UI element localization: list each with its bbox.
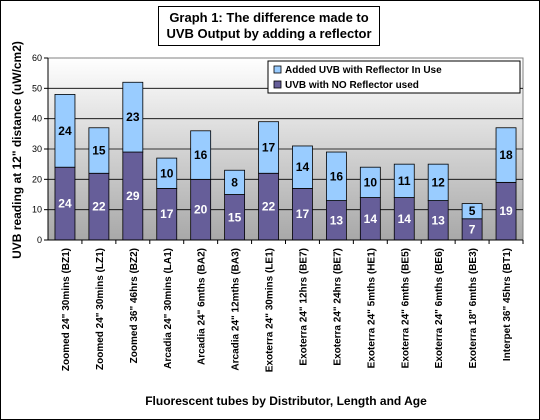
x-tick-label: Arcadia 24" 30mins (LA1) bbox=[163, 248, 174, 369]
bar-segment-added bbox=[190, 130, 212, 180]
data-label-no-reflector: 17 bbox=[296, 207, 310, 221]
bar-segment-added bbox=[224, 169, 246, 195]
bar-segment-added bbox=[122, 81, 144, 153]
bar-segment-added bbox=[359, 166, 381, 198]
bar-segment-added bbox=[427, 163, 449, 201]
data-label-no-reflector: 14 bbox=[398, 212, 412, 226]
data-label-added: 23 bbox=[126, 110, 140, 124]
data-label-no-reflector: 7 bbox=[469, 222, 476, 236]
data-label-added: 14 bbox=[296, 160, 310, 174]
x-tick-label: Exoterra 24" 24hrs (BE7) bbox=[332, 248, 343, 366]
x-tick-label: Exoterra 24" 6mths (BE5) bbox=[400, 248, 411, 368]
data-label-added: 11 bbox=[398, 174, 411, 188]
x-tick-label: Exoterra 18" 6mths (BE3) bbox=[468, 248, 479, 368]
data-label-no-reflector: 13 bbox=[330, 213, 344, 227]
y-tick-label: 50 bbox=[32, 83, 42, 93]
chart-title-line-1: Graph 1: The difference made to bbox=[169, 10, 369, 25]
data-label-no-reflector: 19 bbox=[499, 204, 513, 218]
bar-segment-added bbox=[393, 163, 415, 198]
data-label-no-reflector: 22 bbox=[262, 200, 276, 214]
x-tick-label: Exoterra 24" 30mins (LE1) bbox=[265, 248, 276, 372]
y-tick-label: 40 bbox=[32, 114, 42, 124]
data-label-no-reflector: 24 bbox=[58, 197, 72, 211]
bars: 24 24 22 15 29 23 17 10 20 16 15 8 22 17 17 14 13 16 14 10 1… bbox=[54, 81, 517, 241]
y-tick-label: 30 bbox=[32, 144, 42, 154]
legend-box bbox=[267, 60, 521, 94]
bar-segment-added bbox=[325, 151, 347, 201]
x-axis-title: Fluorescent tubes by Distributor, Length… bbox=[145, 394, 427, 408]
x-tick-label: Zoomed 24" 30mins (BZ1) bbox=[61, 248, 72, 371]
chart-title: Graph 1: The difference made to UVB Outp… bbox=[158, 6, 380, 46]
data-label-added: 10 bbox=[364, 175, 378, 189]
bar-segment-added bbox=[156, 157, 178, 189]
data-label-added: 24 bbox=[58, 124, 72, 138]
x-tick-label: Exoterra 24" 5mths (HE1) bbox=[366, 248, 377, 368]
x-tick-label: Interpet 36" 45hrs (BT1) bbox=[502, 248, 513, 361]
legend-swatch-added bbox=[273, 65, 282, 74]
bar-segment-added bbox=[88, 127, 110, 174]
x-tick-label: Zoomed 36" 46hrs (BZ2) bbox=[129, 248, 140, 363]
data-label-added: 15 bbox=[92, 144, 106, 158]
data-label-added: 12 bbox=[431, 175, 445, 189]
bar-segment-added bbox=[258, 121, 279, 174]
bar-segment-added bbox=[461, 203, 483, 220]
bar-segment-added bbox=[292, 145, 313, 189]
x-tick-label: Arcadia 24" 12mths (BA3) bbox=[231, 248, 242, 371]
data-label-added: 16 bbox=[194, 148, 208, 162]
data-label-no-reflector: 13 bbox=[431, 213, 445, 227]
x-tick-label: Zoomed 24" 30mins (LZ1) bbox=[95, 248, 106, 370]
data-label-no-reflector: 22 bbox=[92, 200, 106, 214]
data-label-no-reflector: 20 bbox=[194, 203, 208, 217]
y-tick-label: 10 bbox=[32, 205, 42, 215]
legend-swatch-no-reflector bbox=[273, 80, 282, 89]
data-label-added: 10 bbox=[160, 166, 174, 180]
legend: Added UVB with Reflector In Use UVB with… bbox=[267, 60, 521, 94]
legend-label-no-reflector: UVB with NO Reflector used bbox=[285, 80, 419, 91]
data-label-added: 17 bbox=[262, 140, 276, 154]
chart-title-line-2: UVB Output by adding a reflector bbox=[166, 26, 372, 41]
bar-segment-added bbox=[495, 127, 517, 183]
x-tick-label: Arcadia 24" 6mths (BA2) bbox=[197, 248, 208, 365]
legend-label-added: Added UVB with Reflector In Use bbox=[285, 65, 442, 76]
axes: 0 10 20 30 40 50 60 Zoomed 24" 30mins (BZ1) Zoom… bbox=[32, 53, 524, 372]
y-axis-title: UVB reading at 12" distance (uW/cm2) bbox=[10, 41, 24, 259]
data-label-no-reflector: 29 bbox=[126, 189, 140, 203]
data-label-no-reflector: 14 bbox=[364, 212, 378, 226]
data-label-added: 5 bbox=[469, 204, 476, 218]
y-tick-label: 0 bbox=[37, 235, 42, 245]
data-label-added: 16 bbox=[330, 169, 344, 183]
y-tick-label: 20 bbox=[32, 174, 42, 184]
data-label-no-reflector: 17 bbox=[160, 207, 174, 221]
x-tick-label: Exoterra 24" 12hrs (BE7) bbox=[298, 248, 309, 366]
bar-segment-added bbox=[54, 94, 76, 168]
data-label-added: 8 bbox=[231, 175, 238, 189]
x-tick-label: Exoterra 24" 6mths (BE6) bbox=[434, 248, 445, 368]
data-label-no-reflector: 15 bbox=[228, 210, 242, 224]
y-tick-label: 60 bbox=[32, 53, 42, 63]
data-label-added: 18 bbox=[499, 148, 513, 162]
